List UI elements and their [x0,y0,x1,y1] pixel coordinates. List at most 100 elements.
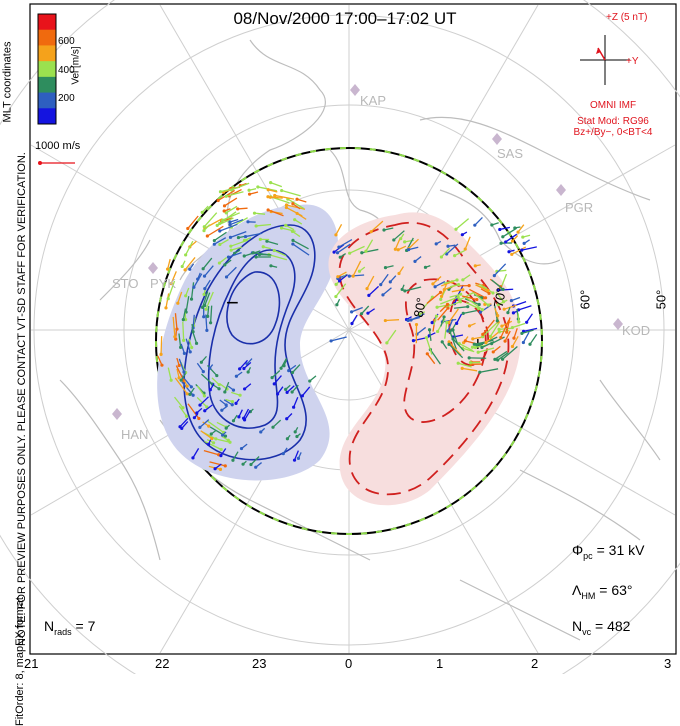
velocity-vector-origin [167,297,170,300]
velocity-vector-origin [457,296,460,299]
velocity-vector-origin [273,249,276,252]
velocity-vector-origin [284,224,287,227]
velocity-vector-origin [203,287,206,290]
velocity-vector-origin [486,289,489,292]
velocity-vector-origin [229,236,232,239]
velocity-vector-origin [190,298,193,301]
velocity-vector-origin [291,242,294,245]
velocity-vector-origin [259,238,262,241]
velocity-vector [456,219,469,230]
velocity-vector-origin [197,417,200,420]
velocity-vector-origin [364,250,367,253]
velocity-vector-origin [295,198,298,201]
velocity-vector-origin [469,361,472,364]
cross-polar-potential: Φpc = 31 kV [572,542,644,561]
velocity-vector-origin [431,282,434,285]
velocity-vector-origin [512,337,515,340]
velocity-vector-origin [220,409,223,412]
velocity-vector-origin [466,305,469,308]
velocity-vector-origin [512,311,515,314]
velocity-vector-origin [525,321,528,324]
hm-latitude: ΛHM = 63° [572,582,633,601]
velocity-vector-origin [379,283,382,286]
velocity-vector-origin [182,318,185,321]
velocity-vector-origin [241,463,244,466]
velocity-vector-origin [394,248,397,251]
velocity-vector-origin [184,294,187,297]
velocity-vector-origin [284,388,287,391]
colorbar-segment [38,108,56,124]
velocity-vector-origin [424,266,427,269]
velocity-vector-origin [448,330,451,333]
velocity-vector [519,306,532,310]
velocity-vector-origin [202,315,205,318]
velocity-vector-origin [498,228,501,231]
velocity-vector-origin [446,306,449,309]
velocity-vector-origin [280,226,283,229]
velocity-vector-origin [202,229,205,232]
velocity-vector-origin [481,308,484,311]
velocity-vector-origin [425,336,428,339]
mlt-tick-21: 21 [24,656,38,671]
velocity-vector-origin [247,370,250,373]
velocity-vector-origin [225,275,228,278]
velocity-vector-origin [159,353,162,356]
velocity-vector-origin [214,437,217,440]
velocity-vector-origin [401,288,404,291]
velocity-vector-origin [459,293,462,296]
velocity-vector-origin [270,376,273,379]
velocity-vector-origin [505,331,508,334]
velocity-vector-origin [455,322,458,325]
velocity-vector [282,191,301,196]
velocity-vector-origin [218,261,221,264]
station-kap: KAP [360,93,386,108]
velocity-vector-origin [203,409,206,412]
velocity-vector-origin [271,426,274,429]
velocity-vector-origin [223,209,226,212]
velocity-vector-origin [516,230,519,233]
velocity-vector-origin [381,293,384,296]
velocity-vector-origin [360,251,363,254]
velocity-vector-origin [269,264,272,267]
velocity-vector-origin [229,245,232,248]
velocity-vector-origin [520,249,523,252]
velocity-vector-origin [407,248,410,251]
velocity-vector [161,336,162,354]
velocity-vector-origin [334,233,337,236]
velocity-vector-origin [293,459,296,462]
velocity-vector-origin [397,248,400,251]
velocity-vector-origin [350,322,353,325]
velocity-vector-origin [213,243,216,246]
colorbar-segment [38,77,56,93]
velocity-vector-origin [217,387,220,390]
velocity-vector-origin [455,278,458,281]
velocity-vector-origin [190,346,193,349]
velocity-vector-origin [440,295,443,298]
velocity-vector-origin [332,251,335,254]
velocity-vector-origin [254,255,257,258]
velocity-vector-origin [478,303,481,306]
velocity-vector-origin [203,275,206,278]
velocity-vector-origin [210,437,213,440]
velocity-vector-origin [255,224,258,227]
velocity-vector-origin [496,358,499,361]
velocity-vector [475,217,483,225]
imf-z-label: +Z (5 nT) [606,12,647,23]
velocity-vector [186,241,193,255]
vector-count: Nvc = 482 [572,618,630,637]
velocity-vector-origin [440,255,443,258]
coordinates-label: MLT coordinates [1,42,13,123]
velocity-vector-origin [198,403,201,406]
station-pgr: PGR [565,200,593,215]
velocity-vector-origin [269,181,272,184]
velocity-vector-origin [308,379,311,382]
velocity-vector-origin [338,279,341,282]
velocity-vector-origin [503,340,506,343]
velocity-vector-origin [209,321,212,324]
velocity-vector-origin [335,283,338,286]
velocity-vector-origin [389,280,392,283]
velocity-vector-origin [240,447,243,450]
velocity-vector-origin [238,394,241,397]
velocity-vector-origin [242,417,245,420]
velocity-vector-origin [403,289,406,292]
